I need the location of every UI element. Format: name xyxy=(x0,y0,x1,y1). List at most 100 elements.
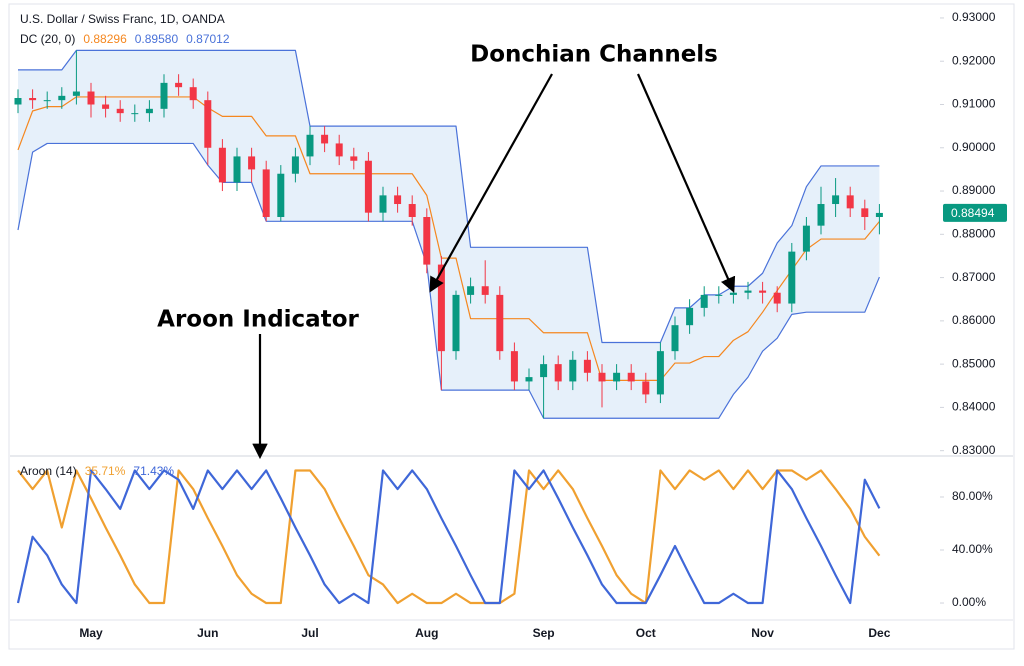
candle-body xyxy=(350,156,358,161)
candle-body xyxy=(715,294,723,296)
legend-value: 0.88296 xyxy=(83,32,127,46)
x-tick-label: May xyxy=(79,626,103,640)
candle-body xyxy=(525,377,533,382)
candle-body xyxy=(686,307,694,326)
candle-body xyxy=(496,294,504,352)
y-tick-label: 0.89000 xyxy=(952,183,996,197)
candle-body xyxy=(233,156,241,183)
candle-body xyxy=(379,195,387,213)
y-tick-label: 0.87000 xyxy=(952,270,996,284)
y-tick-label: 0.88000 xyxy=(952,226,996,240)
candle-body xyxy=(175,82,183,88)
candle-body xyxy=(437,264,445,352)
candle-body xyxy=(102,104,110,109)
candle-body xyxy=(58,95,66,101)
x-tick-label: Oct xyxy=(636,626,656,640)
y-tick-label: 0.91000 xyxy=(952,97,996,111)
candle-body xyxy=(145,108,153,114)
candle-body xyxy=(291,156,299,174)
legend-value: 0.89580 xyxy=(135,32,179,46)
candle-body xyxy=(759,290,767,293)
candle-body xyxy=(773,292,781,304)
candle-body xyxy=(510,351,518,382)
annotation: Donchian Channels xyxy=(470,42,718,68)
candle-body xyxy=(802,225,810,252)
candle-body xyxy=(408,204,416,218)
candle-body xyxy=(700,294,708,308)
candle-body xyxy=(554,364,562,382)
candle-body xyxy=(204,100,212,148)
candle-body xyxy=(335,143,343,157)
candle-body xyxy=(364,160,372,213)
candle-body xyxy=(277,173,285,218)
last-price-box xyxy=(943,203,1007,222)
candle-body xyxy=(583,359,591,373)
candle-body xyxy=(131,113,139,115)
y-tick-label: 0.85000 xyxy=(952,356,996,370)
legend-value: 35.71% xyxy=(85,464,126,478)
candle-body xyxy=(729,292,737,295)
x-tick-label: Sep xyxy=(533,626,555,640)
x-tick-label: Aug xyxy=(415,626,438,640)
chart-title: U.S. Dollar / Swiss Franc, 1D, OANDA xyxy=(20,12,225,26)
candle-body xyxy=(656,351,664,395)
channel-fill xyxy=(18,50,880,419)
annotation: Aroon Indicator xyxy=(157,307,359,333)
x-tick-label: Nov xyxy=(751,626,774,640)
candle-body xyxy=(788,251,796,304)
candle-body xyxy=(598,372,606,382)
series-line xyxy=(17,469,881,605)
y-tick-label: 0.93000 xyxy=(952,10,996,24)
candle-body xyxy=(160,82,168,109)
candle-body xyxy=(72,91,80,96)
legend-title: DC (20, 0) xyxy=(20,32,75,46)
candle-body xyxy=(481,286,489,295)
candle-body xyxy=(14,98,22,105)
candle-body xyxy=(29,98,37,101)
candle-body xyxy=(875,212,883,218)
arrow xyxy=(429,73,553,293)
candle-body xyxy=(262,169,270,218)
last-price-label: 0.88494 xyxy=(951,206,995,220)
candle-body xyxy=(189,87,197,101)
y-tick-label: 40.00% xyxy=(952,542,993,556)
candle-body xyxy=(832,195,840,205)
x-tick-label: Jun xyxy=(197,626,218,640)
candle-body xyxy=(627,372,635,382)
candle-body xyxy=(671,325,679,352)
candle-body xyxy=(218,147,226,183)
candle-body xyxy=(43,100,51,102)
candle-body xyxy=(613,372,621,382)
candle-body xyxy=(116,108,124,114)
candle-body xyxy=(321,134,329,144)
series-line xyxy=(16,469,881,605)
y-tick-label: 0.92000 xyxy=(952,53,996,67)
y-tick-label: 0.90000 xyxy=(952,140,996,154)
candle-body xyxy=(87,91,95,105)
y-tick-label: 0.86000 xyxy=(952,313,996,327)
y-tick-label: 0.00% xyxy=(952,595,986,609)
y-tick-label: 80.00% xyxy=(952,489,993,503)
annotation-layer: Donchian Channels Aroon Indicator xyxy=(157,42,736,460)
candle-body xyxy=(394,195,402,205)
candle-body xyxy=(642,381,650,395)
x-tick-label: Dec xyxy=(868,626,890,640)
series-line xyxy=(18,49,880,344)
candle-body xyxy=(817,204,825,226)
candle-body xyxy=(861,208,869,218)
legend-value: 71.43% xyxy=(133,464,174,478)
candle-body xyxy=(744,290,752,293)
candle-body xyxy=(423,217,431,265)
y-tick-label: 0.84000 xyxy=(952,400,996,414)
legend-title: Aroon (14) xyxy=(20,464,77,478)
candle-body xyxy=(569,359,577,382)
x-tick-label: Jul xyxy=(301,626,318,640)
legend-value: 0.87012 xyxy=(186,32,230,46)
arrow xyxy=(636,73,736,293)
candle-body xyxy=(846,195,854,209)
candle-body xyxy=(452,294,460,352)
candle-body xyxy=(306,134,314,157)
series-line xyxy=(17,142,880,419)
